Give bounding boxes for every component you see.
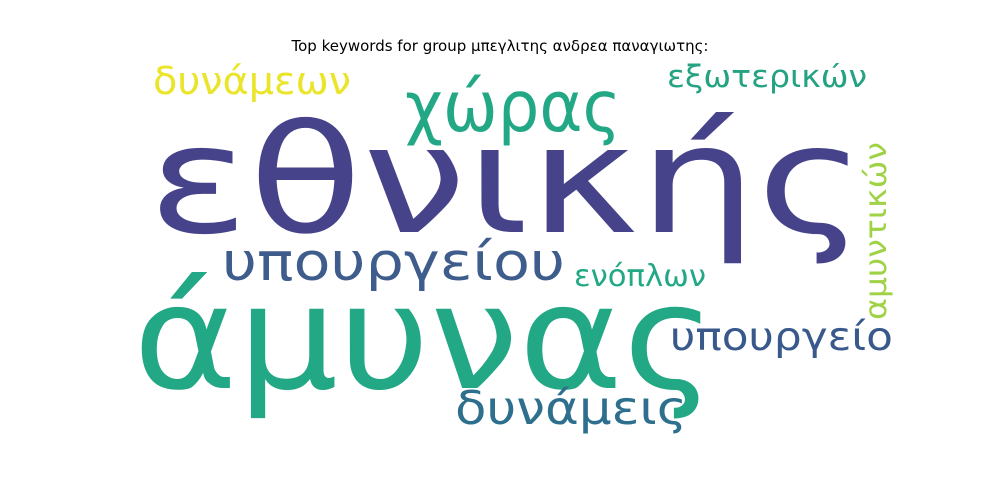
word-ypourgeio: υπουργείο [670,315,893,360]
word-dynameon: δυνάμεων [153,63,351,103]
word-enoplon: ενόπλων [574,259,706,294]
word-dynameis: δυνάμεις [455,381,687,435]
chart-title: Top keywords for group μπεγλιτης ανδρεα … [291,37,709,55]
word-cloud-canvas: εθνικής άμυνας χώρας υπουργείου δυνάμεων… [133,63,894,435]
word-choras: χώρας [405,66,621,148]
word-ethnikis: εθνικής [148,94,866,268]
word-exoterikon: εξωτερικών [667,63,867,95]
word-ypourgeiou: υπουργείου [222,232,565,293]
word-amyntikon: αμυντικών [859,142,894,320]
word-amynas: άμυνας [133,254,716,423]
word-cloud: εθνικής άμυνας χώρας υπουργείου δυνάμεων… [133,63,907,454]
